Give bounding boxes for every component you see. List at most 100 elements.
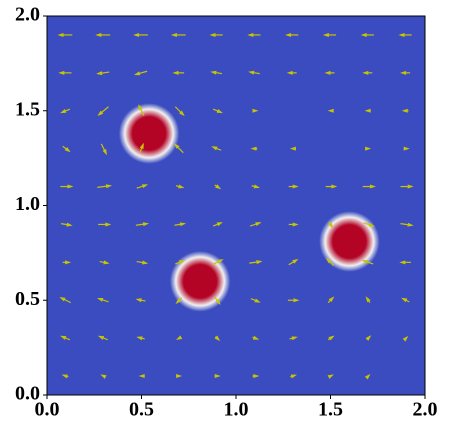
arrow [133,32,148,37]
arrow [170,32,186,37]
arrow [324,70,335,75]
arrow [365,146,372,151]
arrow [325,184,338,189]
arrow [98,222,112,227]
arrow [135,298,146,303]
arrow [251,184,261,189]
arrow [139,142,144,153]
arrow [327,335,335,341]
arrow [62,260,72,265]
x-tick-label: 1.0 [224,399,249,421]
arrow [100,374,107,379]
arrow [136,184,149,189]
arrow [362,70,373,75]
arrow [61,374,69,379]
arrow [289,146,296,151]
arrow [360,32,374,37]
arrow [176,374,183,379]
arrow [400,184,414,189]
arrow [400,70,411,75]
arrow [172,70,185,75]
arrow [214,335,221,342]
arrow [361,260,374,265]
x-tick-label: 0.0 [35,399,60,421]
arrow [60,184,74,189]
arrow [210,70,222,75]
arrow [214,184,222,190]
arrow [97,335,108,341]
quiver [57,32,414,380]
arrow [211,146,222,151]
hot-spot [319,211,380,272]
arrow [135,222,150,227]
arrow [97,184,113,189]
arrow [328,221,334,229]
y-tick-label: 1.5 [15,98,40,120]
arrow [362,184,376,189]
arrow [403,146,410,151]
arrow [60,108,71,114]
arrow [62,145,71,153]
arrow [288,222,299,227]
arrow [249,260,263,265]
background [47,16,425,395]
arrow [364,373,371,380]
arrow [327,108,334,113]
x-tick-label: 0.5 [129,399,154,421]
arrow [249,222,262,227]
arrow [247,32,261,37]
arrow [286,70,297,75]
arrow [133,70,148,76]
x-tick-label: 1.5 [318,399,343,421]
arrow [287,298,300,303]
arrow [138,374,145,379]
arrow [175,335,183,340]
arrow [60,335,71,341]
arrow [364,108,371,113]
arrow [285,32,299,37]
arrow [401,297,410,303]
arrow [99,260,110,265]
y-tick-label: 1.0 [15,193,40,215]
arrow [136,336,145,341]
arrow [61,222,73,227]
hot-spot [118,103,180,164]
arrow [100,143,107,156]
arrow [250,298,261,303]
arrow [59,296,71,304]
arrow [138,104,145,116]
x-tick-label: 2.0 [413,399,438,421]
arrow [401,108,409,113]
arrow [327,374,334,379]
arrow [175,260,186,265]
arrow [252,374,260,379]
arrow [175,297,183,305]
arrow [96,71,110,76]
arrow [402,335,409,342]
arrow [58,70,72,75]
arrow [289,336,298,341]
arrow [248,70,260,75]
arrow [365,335,372,341]
arrow [212,108,223,114]
arrow [136,260,149,265]
arrow [214,296,221,306]
arrow [290,374,297,379]
arrow [363,222,375,227]
arrow [212,222,223,227]
hot-spot [169,250,231,312]
plot-area [47,16,425,395]
arrow [288,184,299,189]
arrow [173,143,184,154]
arrow [250,146,258,151]
arrow [174,106,185,117]
arrow [399,260,411,265]
y-tick-label: 0.5 [15,288,40,310]
arrow [174,222,187,227]
arrow [212,259,224,266]
arrow [288,258,299,266]
arrow [209,32,223,37]
arrow [95,32,111,37]
arrow [322,32,337,37]
